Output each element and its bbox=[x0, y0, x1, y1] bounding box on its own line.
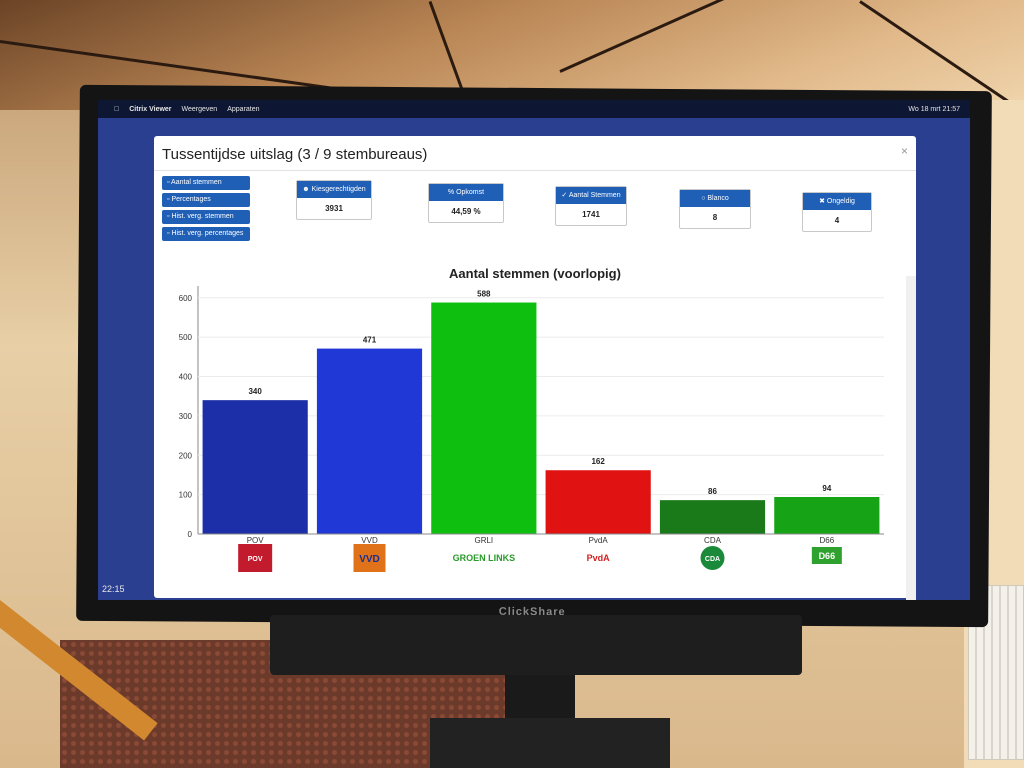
btn-label: Hist. verg. percentages bbox=[171, 230, 244, 237]
bar-chart-icon: ▫ bbox=[167, 230, 170, 237]
logo-text: VVD bbox=[359, 554, 380, 565]
menu-apparaten[interactable]: Apparaten bbox=[221, 105, 259, 113]
percent-icon: % bbox=[447, 189, 457, 196]
y-tick-label: 600 bbox=[179, 294, 193, 303]
x-tick-label: POV bbox=[247, 536, 265, 545]
logo-text: PvdA bbox=[587, 553, 611, 563]
logo-text: CDA bbox=[705, 556, 720, 563]
bar-chart-icon: ▫ bbox=[167, 213, 170, 220]
check-icon: ✓ bbox=[561, 192, 569, 199]
data-label: 94 bbox=[822, 484, 831, 493]
stat-opkomst: % Opkomst 44,59 % bbox=[428, 183, 504, 223]
x-tick-label: D66 bbox=[819, 536, 834, 545]
tv-stand-base bbox=[430, 718, 670, 768]
btn-hist-verg-stemmen[interactable]: ▫ Hist. verg. stemmen bbox=[162, 210, 250, 224]
stat-value: 8 bbox=[712, 213, 718, 222]
x-icon: ✖ bbox=[819, 198, 827, 205]
data-label: 86 bbox=[708, 487, 717, 496]
x-tick-label: PvdA bbox=[589, 536, 609, 545]
menu-bar:  Citrix Viewer Weergeven Apparaten Wo 1… bbox=[98, 100, 970, 118]
status-time: Wo 18 mrt 21:57 bbox=[908, 105, 960, 113]
bar-grli bbox=[431, 302, 537, 534]
menu-weergeven[interactable]: Weergeven bbox=[176, 105, 218, 113]
btn-aantal-stemmen[interactable]: ▫ Aantal stemmen bbox=[162, 176, 250, 190]
x-tick-label: GRLI bbox=[474, 536, 493, 545]
users-icon: ☻ bbox=[302, 186, 312, 193]
btn-hist-verg-percentages[interactable]: ▫ Hist. verg. percentages bbox=[162, 227, 250, 241]
x-tick-label: CDA bbox=[704, 536, 722, 545]
y-tick-label: 300 bbox=[179, 412, 193, 421]
stat-label: Opkomst bbox=[456, 189, 485, 196]
d66-logo bbox=[811, 547, 842, 564]
divider bbox=[154, 170, 916, 171]
results-modal: Tussentijdse uitslag (3 / 9 stembureaus)… bbox=[154, 136, 916, 600]
bar-chart-icon: ▫ bbox=[167, 196, 170, 203]
x-tick-label: VVD bbox=[361, 536, 378, 545]
stat-kiesgerechtigden: ☻ Kiesgerechtigden 3931 bbox=[296, 180, 372, 220]
circle-icon: ○ bbox=[701, 195, 708, 202]
bar-chart: 0 100 200 300 400 500 600 340 POV POV 471 VVD VVD 588… bbox=[179, 286, 884, 572]
stat-value: 4 bbox=[834, 216, 840, 225]
bar-vvd bbox=[316, 348, 423, 534]
stat-label: Ongeldig bbox=[826, 198, 855, 205]
bar-cda bbox=[659, 500, 766, 534]
stat-blanco: ○ Blanco 8 bbox=[679, 189, 751, 229]
btn-label: Aantal stemmen bbox=[171, 179, 222, 186]
soundbar bbox=[270, 615, 802, 675]
close-icon[interactable]: × bbox=[900, 144, 908, 158]
chart-title: Aantal stemmen (voorlopig) bbox=[449, 266, 621, 281]
stat-label: Kiesgerechtigden bbox=[311, 186, 366, 193]
y-tick-label: 200 bbox=[179, 451, 193, 460]
btn-label: Percentages bbox=[171, 196, 211, 203]
stat-ongeldig: ✖ Ongeldig 4 bbox=[802, 192, 872, 232]
modal-title: Tussentijdse uitslag (3 / 9 stembureaus) bbox=[162, 146, 428, 163]
pov-logo bbox=[238, 544, 273, 572]
y-tick-label: 500 bbox=[179, 333, 193, 342]
bar-d66 bbox=[774, 496, 880, 534]
logo-text: D66 bbox=[819, 551, 836, 561]
y-tick-label: 100 bbox=[179, 491, 193, 500]
bar-pov bbox=[202, 400, 308, 534]
apple-icon[interactable]:  bbox=[114, 106, 119, 113]
btn-label: Hist. verg. stemmen bbox=[171, 213, 234, 220]
stat-aantal-stemmen: ✓ Aantal Stemmen 1741 bbox=[555, 186, 627, 226]
stat-label: Blanco bbox=[707, 195, 729, 202]
clock: 22:15 bbox=[102, 584, 125, 594]
y-tick-label: 0 bbox=[188, 530, 193, 539]
data-label: 588 bbox=[477, 290, 491, 299]
scrollbar[interactable] bbox=[906, 276, 916, 600]
data-label: 471 bbox=[363, 336, 377, 345]
data-label: 162 bbox=[591, 457, 605, 466]
y-tick-label: 400 bbox=[179, 373, 193, 382]
btn-percentages[interactable]: ▫ Percentages bbox=[162, 193, 250, 207]
data-label: 340 bbox=[248, 387, 262, 396]
bar-pvda bbox=[545, 470, 651, 534]
logo-text: GROEN LINKS bbox=[453, 553, 516, 563]
menu-citrix-viewer[interactable]: Citrix Viewer bbox=[124, 105, 171, 113]
bar-chart-icon: ▫ bbox=[167, 179, 170, 186]
logo-text: POV bbox=[248, 556, 263, 563]
screen:  Citrix Viewer Weergeven Apparaten Wo 1… bbox=[98, 100, 970, 600]
stat-label: Aantal Stemmen bbox=[568, 192, 621, 199]
stat-value: 44,59 % bbox=[451, 207, 481, 216]
vvd-logo bbox=[353, 544, 386, 572]
stat-value: 1741 bbox=[582, 210, 600, 219]
stat-value: 3931 bbox=[325, 204, 343, 213]
cda-logo bbox=[700, 546, 725, 570]
